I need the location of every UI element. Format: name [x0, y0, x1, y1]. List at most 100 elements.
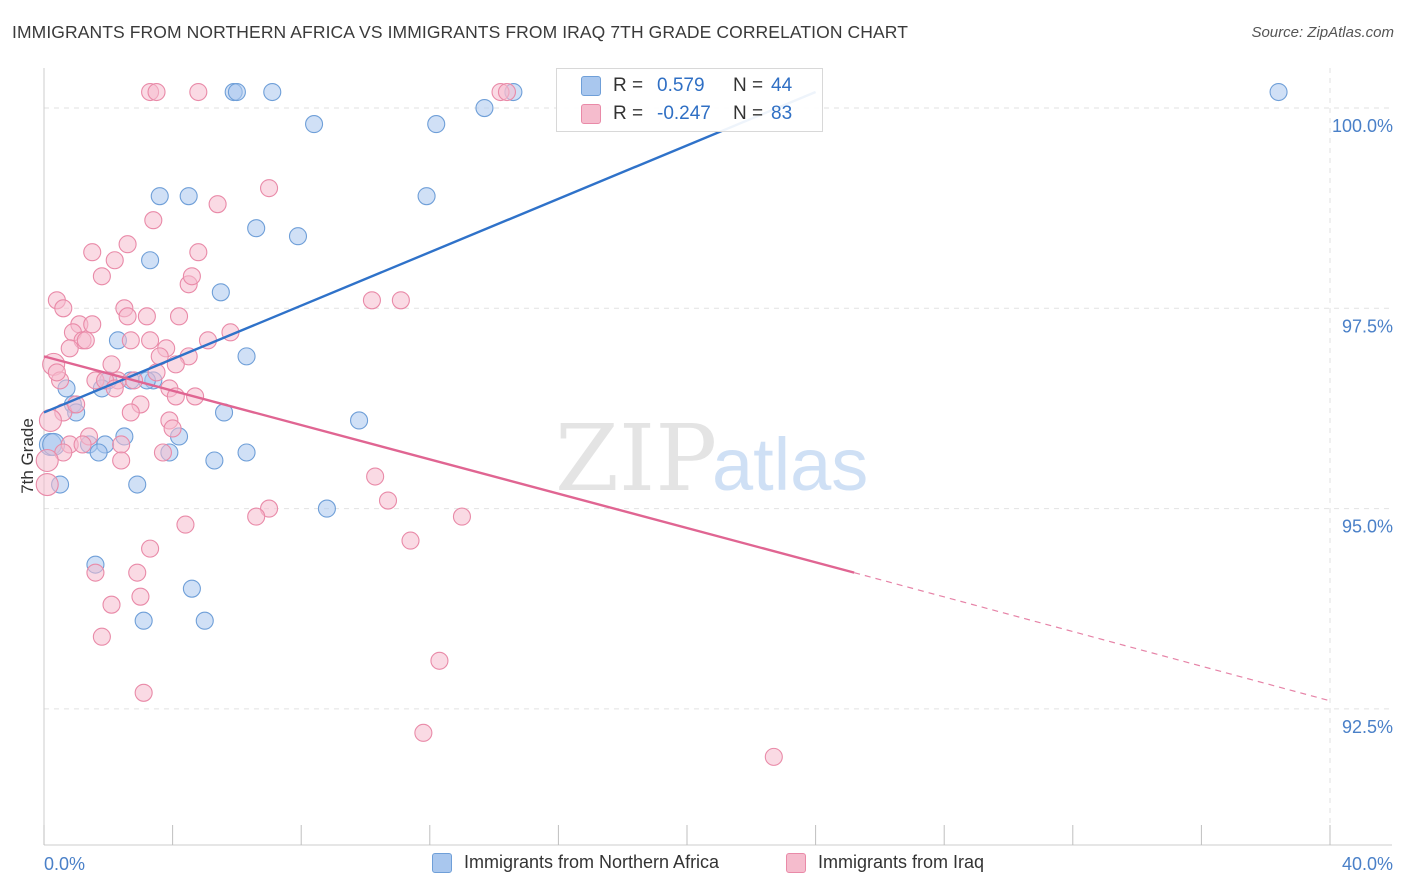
point-iraq-8: [118, 235, 137, 254]
chart-title: IMMIGRANTS FROM NORTHERN AFRICA VS IMMIG…: [12, 22, 908, 42]
point-northern-africa-7: [417, 187, 436, 206]
point-iraq-51: [112, 435, 131, 454]
legend-item-northern-africa: Immigrants from Northern Africa: [432, 852, 719, 873]
legend-label: Immigrants from Iraq: [818, 852, 985, 872]
r-value: -0.247: [657, 103, 711, 124]
trend-line-iraq: [43, 355, 855, 574]
point-iraq-71: [134, 683, 153, 702]
point-iraq-27: [121, 331, 140, 350]
y-tick-label: 95.0%: [1342, 517, 1393, 537]
point-iraq-72: [414, 723, 433, 742]
point-iraq-5: [259, 179, 279, 198]
point-iraq-18: [137, 307, 156, 326]
point-northern-africa-38: [134, 611, 153, 630]
point-northern-africa-37: [182, 579, 201, 598]
point-iraq-67: [131, 587, 150, 606]
point-iraq-64: [141, 539, 160, 558]
point-iraq-50: [73, 435, 92, 454]
point-iraq-79: [47, 363, 66, 382]
legend-item-iraq: Immigrants from Iraq: [786, 852, 984, 873]
point-northern-africa-32: [205, 451, 224, 470]
point-iraq-55: [35, 448, 59, 473]
point-iraq-17: [54, 299, 73, 318]
y-tick-label: 92.5%: [1342, 717, 1393, 737]
y-tick-label: 97.5%: [1342, 316, 1393, 336]
point-iraq-69: [92, 627, 111, 646]
pink-swatch: [786, 852, 806, 873]
point-iraq-1: [147, 82, 166, 102]
y-axis-title: 7th Grade: [18, 418, 37, 494]
point-iraq-44: [121, 403, 140, 422]
y-tick-label: 100.0%: [1332, 116, 1393, 136]
point-iraq-76: [118, 307, 137, 326]
watermark-atlas: atlas: [712, 423, 868, 506]
point-northern-africa-22: [350, 411, 369, 430]
point-northern-africa-15: [237, 347, 256, 366]
r-label: R =: [613, 75, 644, 96]
watermark: ZIP atlas: [555, 405, 868, 512]
point-northern-africa-8: [150, 187, 169, 206]
point-iraq-20: [362, 291, 381, 310]
point-iraq-63: [401, 531, 420, 550]
point-iraq-53: [153, 443, 173, 462]
point-northern-africa-40: [427, 115, 446, 134]
stats-row-pink: R = -0.247 N = 83: [557, 101, 822, 127]
point-iraq-60: [452, 507, 472, 526]
r-value: 0.579: [657, 75, 705, 96]
point-iraq-2: [189, 82, 208, 102]
point-iraq-4: [497, 82, 517, 102]
point-iraq-19: [169, 307, 189, 326]
stats-legend: R = 0.579 N = 44 R = -0.247 N = 83: [556, 68, 823, 132]
point-iraq-47: [163, 419, 182, 438]
point-northern-africa-29: [89, 443, 108, 462]
series-legend: Immigrants from Northern Africa Immigran…: [0, 850, 1406, 880]
point-iraq-57: [35, 472, 59, 497]
blue-swatch: [581, 76, 601, 96]
legend-label: Immigrants from Northern Africa: [464, 852, 720, 872]
watermark-zip: ZIP: [555, 405, 717, 512]
point-iraq-58: [378, 491, 398, 510]
n-value: 44: [771, 75, 793, 96]
point-iraq-59: [259, 499, 279, 518]
point-iraq-6: [208, 195, 227, 214]
point-northern-africa-12: [141, 251, 160, 270]
point-iraq-65: [86, 563, 105, 582]
point-northern-africa-39: [195, 611, 214, 630]
point-iraq-56: [366, 467, 385, 486]
n-label: N =: [733, 103, 764, 124]
r-label: R =: [613, 103, 644, 124]
point-northern-africa-5: [475, 99, 494, 118]
point-northern-africa-34: [128, 475, 147, 494]
point-iraq-10: [83, 243, 102, 262]
point-iraq-62: [176, 515, 195, 534]
point-iraq-54: [112, 451, 131, 470]
point-northern-africa-1: [227, 82, 246, 102]
point-iraq-7: [144, 211, 163, 230]
point-iraq-12: [92, 267, 111, 286]
point-northern-africa-10: [247, 219, 266, 238]
point-iraq-33: [102, 355, 121, 374]
point-northern-africa-2: [263, 82, 282, 102]
point-iraq-70: [430, 651, 449, 670]
point-iraq-11: [105, 251, 124, 270]
point-iraq-61: [247, 507, 266, 526]
x-tick-label: 40.0%: [1342, 854, 1393, 874]
point-iraq-66: [128, 563, 147, 582]
point-iraq-73: [764, 747, 783, 766]
point-iraq-28: [141, 331, 160, 350]
axis-labels: 100.0% 97.5% 95.0% 92.5% 0.0% 40.0% 7th Grade: [18, 116, 1393, 874]
point-northern-africa-35: [317, 499, 336, 518]
point-iraq-9: [189, 243, 208, 262]
blue-swatch: [432, 852, 452, 873]
pink-swatch: [581, 104, 601, 124]
point-northern-africa-31: [237, 443, 256, 462]
point-northern-africa-9: [179, 187, 198, 206]
point-iraq-31: [60, 339, 79, 358]
point-northern-africa-6: [305, 115, 324, 134]
point-iraq-14: [182, 267, 201, 286]
n-value: 83: [771, 103, 793, 124]
trend-lines: [43, 90, 1331, 702]
trend-line-northern-africa: [43, 90, 817, 414]
data-points: [35, 82, 1288, 766]
